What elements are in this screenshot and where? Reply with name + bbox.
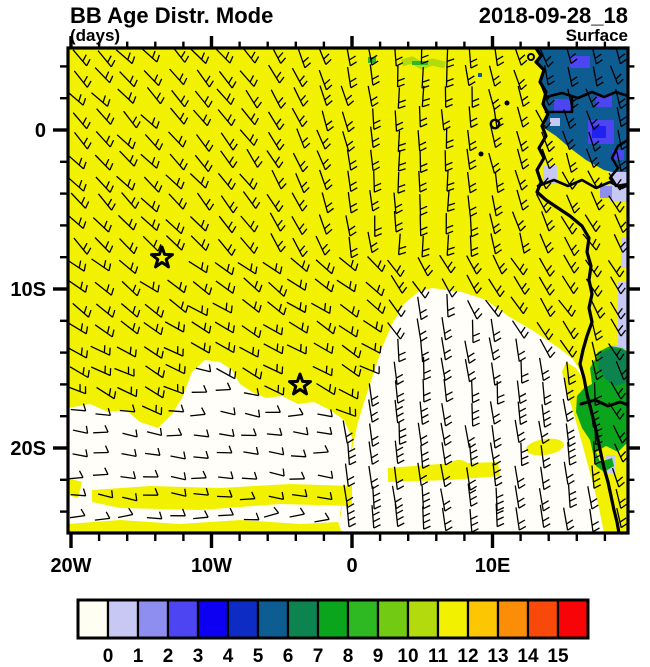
y-axis-tick-label: 0 [35,120,46,142]
colorbar-cell [256,598,290,640]
colorbar-label: 15 [547,646,569,667]
colorbar-cell [526,598,560,640]
colorbar-cell [496,598,530,640]
colorbar-cell [406,598,440,640]
colorbar-cell [136,598,170,640]
island-marks [478,100,510,157]
colorbar-label: 2 [163,646,174,667]
coastline-borders [527,48,628,533]
star-marker [150,245,174,269]
colorbar-cell [556,598,590,640]
y-axis-tick-label: 20S [10,438,46,460]
colorbar-label: 9 [373,646,384,667]
star-marker [288,372,312,396]
colorbar-cell [166,598,200,640]
colorbar-label: 12 [457,646,478,667]
plot-title: BB Age Distr. Mode [70,3,274,28]
colorbar-cell [196,598,230,640]
colorbar-cell [376,598,410,640]
axis-ticks [53,36,640,548]
colorbar-label: 1 [133,646,144,667]
colorbar-label: 4 [223,646,234,667]
colorbar-label: 14 [517,646,539,667]
colorbar-label: 5 [253,646,264,667]
colorbar-cell [346,598,380,640]
colorbar-label: 6 [283,646,294,667]
axis-labels: 20W 10W 0 10E 0 10S 20S [10,120,510,577]
plot-units-label: (days) [70,26,121,45]
colorbar-cell [436,598,470,640]
colorbar-cell [466,598,500,640]
colorbar: 0 1 2 3 4 5 6 7 8 9 10 11 12 13 14 15 [76,598,590,667]
colorbar-label: 3 [193,646,204,667]
x-axis-tick-label: 0 [346,555,357,577]
field-fills [68,48,628,533]
colorbar-label: 0 [103,646,114,667]
x-axis-tick-label: 20W [50,555,91,577]
y-axis-tick-label: 10S [10,279,46,301]
plot-level-label: Surface [565,26,628,45]
colorbar-label: 13 [487,646,508,667]
colorbar-cell [316,598,350,640]
colorbar-label: 8 [343,646,354,667]
x-axis-tick-label: 10E [475,555,511,577]
colorbar-cell [106,598,140,640]
colorbar-label: 11 [428,646,449,667]
x-axis-tick-label: 10W [191,555,232,577]
wind-barbs [68,48,628,533]
plot-datetime: 2018-09-28_18 [478,3,628,28]
colorbar-cell [226,598,260,640]
colorbar-label: 10 [397,646,418,667]
colorbar-label: 7 [313,646,324,667]
colorbar-cell [76,598,110,640]
colorbar-cell [286,598,320,640]
